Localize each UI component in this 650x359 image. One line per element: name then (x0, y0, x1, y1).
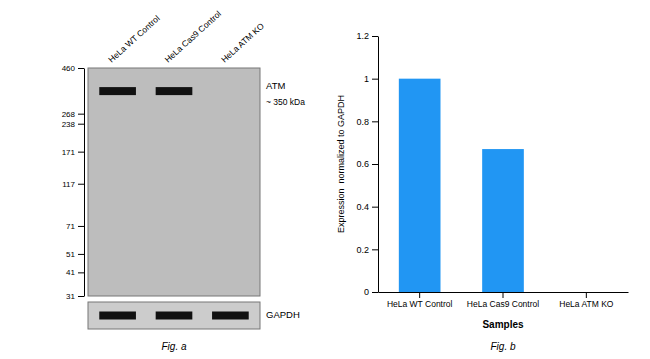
tick-mark (78, 152, 84, 153)
axis-line (84, 69, 85, 297)
x-axis: HeLa WT Control HeLa Cas9 Control HeLa ATM… (379, 292, 629, 309)
tick: 41 (66, 268, 84, 277)
tick-label: HeLa Cas9 Control (467, 299, 539, 309)
tick-label: 31 (66, 292, 75, 301)
tick-mark (372, 121, 378, 122)
tick: 0.2 (356, 245, 378, 255)
tick-label: HeLa WT Control (387, 299, 453, 309)
tick-label: 1.2 (356, 31, 369, 41)
tick-label: 0.6 (356, 159, 369, 169)
tick-label: 0 (364, 287, 369, 297)
tick: HeLa ATM KO (559, 292, 614, 309)
tick: 0.8 (356, 117, 378, 127)
tick: 51 (66, 250, 84, 259)
tick-mark (586, 292, 587, 298)
tick-label: 117 (62, 180, 75, 189)
tick-mark (372, 292, 378, 293)
lane-label: HeLa WT Control (106, 13, 161, 64)
tick-mark (78, 124, 84, 125)
annotation: GAPDH (266, 309, 300, 320)
tick-mark (78, 296, 84, 297)
tick-label: 51 (66, 250, 75, 259)
gapdh-band (212, 312, 249, 320)
tick: 1.2 (356, 31, 378, 41)
x-axis-title: Samples (482, 319, 524, 330)
tick: 238 (62, 120, 84, 129)
tick-label: 0.2 (356, 245, 369, 255)
annotation: ATM (266, 80, 285, 91)
tick-label: 268 (62, 110, 76, 119)
tick-mark (372, 249, 378, 250)
tick-mark (372, 164, 378, 165)
tick: 268 (62, 110, 84, 119)
panel-bar: HeLa WT Control HeLa Cas9 Control HeLa ATM… (336, 31, 629, 352)
tick-mark (419, 292, 420, 298)
tick: 117 (62, 180, 84, 189)
tick-mark (78, 272, 84, 273)
tick: 460 (62, 64, 84, 73)
tick-mark (503, 292, 504, 298)
band (99, 87, 136, 95)
tick-label: 171 (62, 148, 76, 157)
axis-line (378, 37, 379, 293)
tick-mark (372, 207, 378, 208)
tick: 31 (66, 292, 84, 301)
tick-mark (78, 184, 84, 185)
gel (88, 68, 260, 296)
tick-label: 41 (66, 268, 75, 277)
tick: 0.4 (356, 202, 378, 212)
bars (399, 79, 524, 292)
y-axis-title: Expression normalized to GAPDH (336, 95, 346, 233)
tick-mark (372, 79, 378, 80)
tick-label: 0.8 (356, 117, 369, 127)
bar (566, 292, 608, 293)
tick: 71 (66, 222, 84, 231)
title: Fig. b (490, 341, 515, 352)
tick: HeLa Cas9 Control (467, 292, 539, 309)
tick-label: 71 (66, 222, 75, 231)
gapdh-bands (99, 312, 248, 320)
tick-mark (78, 254, 84, 255)
tick-mark (78, 68, 84, 69)
tick-label: HeLa ATM KO (559, 299, 614, 309)
bar (399, 79, 441, 292)
gapdh-gel (88, 302, 260, 329)
tick-mark (78, 226, 84, 227)
annotation: ~ 350 kDa (266, 97, 305, 107)
panel-blot: 46026823817111771514131HeLa WT ControlHe… (62, 9, 306, 352)
tick-label: 238 (62, 120, 76, 129)
bands (99, 87, 192, 95)
tick: 0.6 (356, 159, 378, 169)
tick: 1 (364, 74, 378, 84)
tick-mark (372, 36, 378, 37)
figure: 46026823817111771514131HeLa WT ControlHe… (0, 0, 650, 359)
gapdh-band (156, 312, 193, 320)
lane-label: HeLa Cas9 Control (163, 9, 223, 65)
tick-label: 0.4 (356, 202, 369, 212)
tick: HeLa WT Control (387, 292, 453, 309)
tick-label: 460 (62, 64, 76, 73)
title: Fig. a (161, 341, 186, 352)
tick: 0 (364, 287, 378, 297)
band (156, 87, 193, 95)
tick-mark (78, 114, 84, 115)
tick-label: 1 (364, 74, 369, 84)
y-axis: 0 0.2 0.4 0.6 0.8 1 1.2 (356, 31, 378, 297)
lane-label: HeLa ATM KO (219, 21, 266, 65)
gapdh-band (99, 312, 136, 320)
y-axis: 460 268238 171 117 71 51 41 31 (62, 64, 85, 301)
tick: 171 (62, 148, 84, 157)
bar (482, 149, 524, 292)
